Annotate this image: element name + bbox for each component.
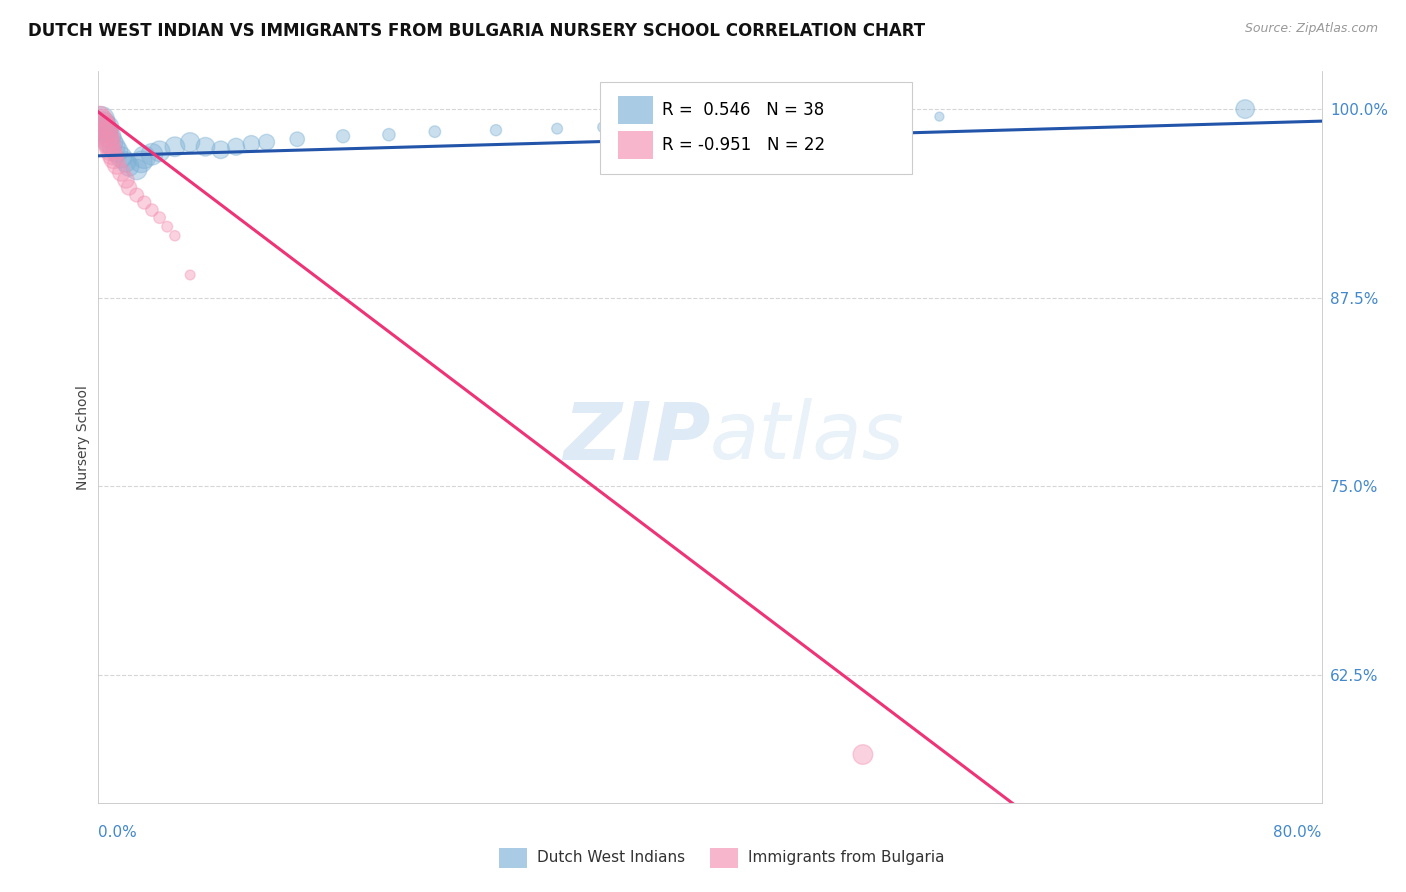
Point	[852, 112, 875, 127]
Bar	[619, 96, 652, 124]
Point	[1234, 102, 1257, 116]
Point	[118, 180, 141, 194]
Point	[332, 129, 354, 144]
Text: Immigrants from Bulgaria: Immigrants from Bulgaria	[748, 850, 945, 864]
Point	[91, 119, 114, 133]
Point	[149, 211, 172, 225]
Point	[378, 128, 401, 142]
Point	[125, 188, 148, 202]
Text: atlas: atlas	[710, 398, 905, 476]
Point	[179, 135, 201, 149]
Point	[97, 132, 120, 146]
Point	[179, 268, 201, 282]
Point	[852, 747, 875, 762]
Text: Dutch West Indians: Dutch West Indians	[537, 850, 685, 864]
Point	[928, 110, 950, 124]
Point	[91, 117, 114, 131]
Point	[141, 203, 163, 218]
Bar	[619, 131, 652, 159]
Point	[103, 152, 125, 166]
Text: R = -0.951   N = 22: R = -0.951 N = 22	[662, 136, 825, 154]
Point	[90, 114, 112, 128]
Point	[134, 150, 156, 164]
Point	[240, 136, 263, 151]
Point	[90, 112, 112, 127]
Point	[546, 121, 568, 136]
Point	[163, 140, 186, 154]
FancyBboxPatch shape	[600, 82, 912, 174]
Point	[98, 129, 121, 144]
Point	[93, 123, 115, 137]
Point	[101, 147, 124, 161]
Point	[97, 120, 120, 135]
Point	[156, 219, 179, 234]
Text: Source: ZipAtlas.com: Source: ZipAtlas.com	[1244, 22, 1378, 36]
Point	[256, 135, 278, 149]
Text: 80.0%: 80.0%	[1274, 825, 1322, 840]
Point	[98, 136, 121, 151]
Point	[163, 228, 186, 243]
Point	[105, 158, 128, 172]
Point	[194, 140, 217, 154]
Point	[149, 145, 172, 159]
Point	[129, 154, 152, 169]
Point	[209, 143, 232, 157]
Point	[89, 110, 111, 124]
Point	[110, 150, 132, 164]
Text: ZIP: ZIP	[562, 398, 710, 476]
Point	[423, 125, 446, 139]
Point	[141, 147, 163, 161]
Text: 0.0%: 0.0%	[98, 825, 138, 840]
Point	[93, 121, 115, 136]
Point	[118, 160, 141, 174]
Point	[94, 128, 117, 142]
Point	[115, 154, 138, 169]
Point	[115, 173, 138, 187]
Point	[637, 119, 661, 133]
Point	[134, 195, 156, 210]
Point	[103, 140, 125, 154]
Point	[125, 162, 148, 177]
Point	[100, 135, 122, 149]
Y-axis label: Nursery School: Nursery School	[76, 384, 90, 490]
Point	[775, 114, 797, 128]
Point	[100, 143, 122, 157]
Point	[285, 132, 308, 146]
Text: DUTCH WEST INDIAN VS IMMIGRANTS FROM BULGARIA NURSERY SCHOOL CORRELATION CHART: DUTCH WEST INDIAN VS IMMIGRANTS FROM BUL…	[28, 22, 925, 40]
Point	[94, 125, 117, 139]
Point	[225, 140, 247, 154]
Point	[105, 145, 128, 159]
Point	[110, 165, 132, 179]
Text: R =  0.546   N = 38: R = 0.546 N = 38	[662, 101, 824, 120]
Point	[485, 123, 508, 137]
Point	[683, 117, 706, 131]
Point	[730, 115, 752, 129]
Point	[592, 120, 614, 135]
